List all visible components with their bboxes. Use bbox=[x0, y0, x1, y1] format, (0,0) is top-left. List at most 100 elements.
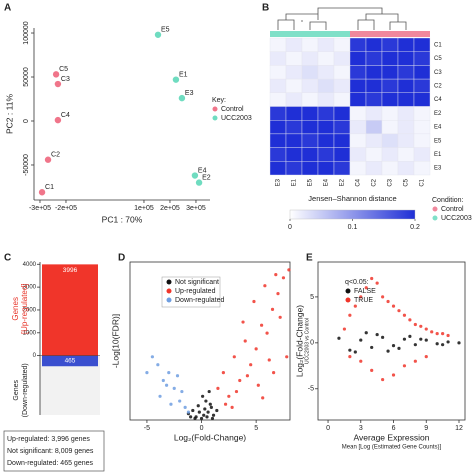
heatmap-cell bbox=[365, 65, 383, 80]
heatmap-cell bbox=[397, 106, 415, 121]
legend-swatch bbox=[166, 288, 172, 294]
point bbox=[370, 345, 374, 350]
legend-swatch bbox=[432, 215, 438, 221]
point bbox=[156, 363, 160, 367]
heatmap-cell bbox=[349, 65, 367, 80]
y-tick-label: 4000 bbox=[23, 262, 37, 268]
legend-swatch bbox=[166, 297, 172, 303]
point-label: C4 bbox=[61, 112, 70, 119]
point bbox=[172, 76, 180, 83]
point bbox=[402, 337, 407, 341]
column-label: E2 bbox=[340, 178, 346, 186]
point bbox=[359, 295, 363, 299]
point bbox=[38, 189, 46, 196]
condition-bar bbox=[318, 31, 334, 37]
point bbox=[201, 394, 205, 398]
point bbox=[183, 405, 187, 409]
bar bbox=[42, 355, 98, 367]
point bbox=[206, 410, 210, 414]
heatmap-cell bbox=[285, 65, 303, 80]
column-label: E4 bbox=[324, 178, 330, 186]
summary-box bbox=[3, 430, 105, 472]
value-label: 465 bbox=[65, 358, 76, 365]
y-axis-sublabel: UCC2003 vs Control bbox=[304, 318, 310, 364]
point bbox=[381, 335, 385, 339]
point-label: C3 bbox=[61, 76, 70, 83]
point bbox=[216, 386, 220, 390]
heatmap-cell bbox=[397, 119, 415, 135]
heatmap-cell bbox=[365, 92, 383, 107]
heatmap-cell bbox=[381, 78, 399, 93]
summary-line: Down-regulated: 465 genes bbox=[7, 460, 94, 467]
row-label: E2 bbox=[434, 111, 442, 117]
heatmap-cell bbox=[397, 78, 415, 93]
legend-swatch bbox=[166, 279, 172, 285]
heatmap-cell bbox=[365, 147, 383, 162]
heatmap-cell bbox=[413, 37, 431, 52]
point bbox=[424, 327, 428, 331]
point bbox=[446, 333, 450, 338]
heatmap-cell bbox=[413, 51, 431, 66]
summary-line: Not significant: 8,009 genes bbox=[7, 448, 94, 455]
point bbox=[276, 292, 280, 296]
legend-swatch bbox=[212, 115, 218, 121]
column-label: C4 bbox=[356, 178, 362, 186]
point-label: C2 bbox=[51, 152, 60, 159]
row-label: C2 bbox=[434, 84, 442, 90]
legend-label: Up-regulated bbox=[175, 288, 216, 295]
heatmap-cell bbox=[301, 51, 319, 66]
heatmap-cell bbox=[269, 161, 287, 176]
condition-bar bbox=[334, 31, 350, 37]
x-tick-label: 12 bbox=[455, 425, 463, 432]
condition-bar bbox=[350, 31, 366, 37]
condition-bar bbox=[414, 31, 430, 37]
point bbox=[191, 172, 199, 179]
point bbox=[413, 322, 417, 327]
point bbox=[261, 396, 265, 400]
point bbox=[337, 336, 341, 340]
heatmap-cell bbox=[349, 106, 367, 121]
heatmap-cell bbox=[301, 161, 319, 176]
x-tick-label: 0 bbox=[200, 425, 204, 432]
heatmap-cell bbox=[397, 92, 415, 107]
heatmap-cell bbox=[333, 78, 351, 93]
column-label: E3 bbox=[276, 178, 282, 186]
heatmap-cell bbox=[397, 51, 415, 66]
point bbox=[435, 342, 439, 346]
heatmap-cell bbox=[285, 51, 303, 66]
heatmap-cell bbox=[413, 133, 431, 148]
heatmap-cell bbox=[333, 161, 351, 176]
heatmap-cell bbox=[301, 78, 319, 93]
point-label: E1 bbox=[179, 71, 188, 78]
x-axis-label: PC1 : 70% bbox=[102, 214, 143, 224]
y-axis-label: -Log[10(FDR)] bbox=[110, 314, 120, 368]
point bbox=[238, 378, 242, 383]
point bbox=[342, 327, 347, 331]
heatmap-cell bbox=[397, 37, 415, 52]
heatmap-cell bbox=[381, 106, 399, 121]
point bbox=[419, 337, 423, 341]
point bbox=[161, 378, 165, 383]
y-tick-label: 2000 bbox=[23, 308, 37, 314]
heatmap-cell bbox=[301, 133, 319, 148]
point bbox=[189, 415, 193, 419]
heatmap-cell bbox=[381, 119, 399, 135]
heatmap-cell bbox=[413, 78, 431, 93]
point bbox=[391, 373, 396, 377]
row-label: E5 bbox=[434, 138, 442, 144]
y-tick-label: -50000 bbox=[23, 154, 30, 176]
point bbox=[381, 295, 385, 299]
summary-line: Up-regulated: 3,996 genes bbox=[7, 436, 90, 443]
point bbox=[413, 359, 417, 363]
colorbar-tick-label: 0.2 bbox=[410, 224, 420, 231]
column-label: E5 bbox=[308, 178, 314, 186]
legend-swatch bbox=[345, 297, 351, 303]
legend-label: UCC2003 bbox=[221, 115, 252, 122]
point bbox=[348, 313, 352, 317]
heatmap-cell bbox=[301, 106, 319, 121]
heatmap-cell bbox=[349, 37, 367, 52]
plot-frame bbox=[317, 261, 466, 421]
x-tick-label: -5 bbox=[144, 425, 150, 432]
point bbox=[359, 359, 363, 363]
point bbox=[191, 408, 195, 413]
